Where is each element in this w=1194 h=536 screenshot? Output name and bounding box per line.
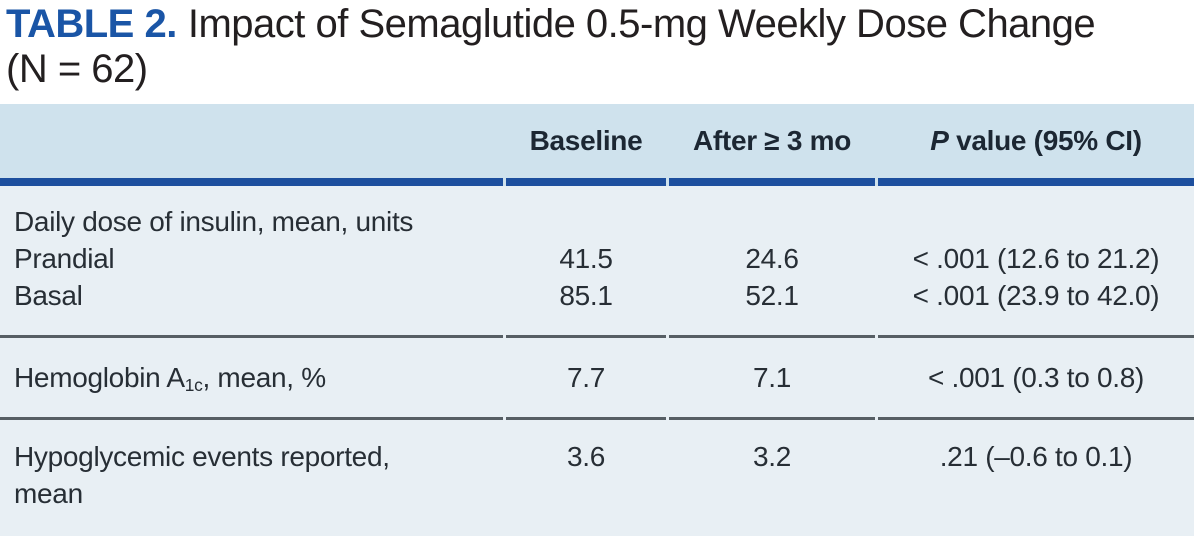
cell-after: 24.6 [745,242,799,274]
pvalue-italic-p: P [930,125,949,156]
header-cell-pvalue: P value (95% CI) [878,125,1194,157]
pvalue-rest: value (95% CI) [948,125,1142,156]
table-header-row: Baseline After ≥ 3 mo P value (95% CI) [0,104,1194,178]
cell-after: 7.1 [752,361,792,393]
divider-segment [878,417,1194,420]
cell-baseline: 41.5 [559,242,613,274]
row-label: Daily dose of insulin, mean, units [14,205,414,237]
table-row: Basal 85.1 52.1 < .001 (23.9 to 42.0) [0,277,1194,314]
section-hemoglobin: Hemoglobin A1c, mean, % 7.7 7.1 < .001 (… [0,338,1194,417]
section-divider [0,335,1194,338]
table-row: Prandial 41.5 24.6 < .001 (12.6 to 21.2) [0,240,1194,277]
cell-pvalue: < .001 (0.3 to 0.8) [927,361,1145,393]
row-label: Hemoglobin A1c, mean, % [0,362,503,394]
header-cell-baseline: Baseline [529,125,643,156]
table-row: Daily dose of insulin, mean, units [0,203,1194,240]
row-label: Prandial [14,242,115,274]
hemoglobin-label-pre: Hemoglobin A [14,361,185,393]
cell-pvalue: < .001 (12.6 to 21.2) [912,242,1160,274]
divider-segment [0,417,503,420]
section-hypoglycemic: Hypoglycemic events reported, mean 3.6 3… [0,420,1194,536]
divider-segment [506,335,666,338]
divider-segment [0,335,503,338]
table-row: Hypoglycemic events reported, mean 3.6 3… [0,438,1194,512]
cell-baseline: 3.6 [566,441,606,472]
header-rule-segment [878,178,1194,186]
table-title-text: Impact of Semaglutide 0.5-mg Weekly Dose… [6,2,1096,91]
hemoglobin-subscript: 1c [184,374,203,394]
divider-segment [669,335,875,338]
row-label: Hypoglycemic events reported, mean [14,441,390,509]
header-cell-after: After ≥ 3 mo [692,125,851,156]
cell-after: 3.2 [752,441,792,472]
table-title: TABLE 2. Impact of Semaglutide 0.5-mg Wee… [6,2,1116,92]
cell-after: 52.1 [745,279,799,311]
cell-baseline: 85.1 [559,279,613,311]
row-label: Basal [14,279,83,311]
table-row: Hemoglobin A1c, mean, % 7.7 7.1 < .001 (… [0,338,1194,417]
header-rule-segment [0,178,503,186]
cell-pvalue: < .001 (23.9 to 42.0) [912,279,1160,311]
section-divider [0,417,1194,420]
divider-segment [669,417,875,420]
hemoglobin-label-post: , mean, % [202,361,326,393]
table-title-label: TABLE 2. [6,2,177,46]
divider-segment [506,417,666,420]
section-insulin-dose: Daily dose of insulin, mean, units Prand… [0,186,1194,335]
cell-baseline: 7.7 [566,361,606,393]
header-rule [0,178,1194,186]
divider-segment [878,335,1194,338]
header-rule-segment [506,178,666,186]
data-table: Baseline After ≥ 3 mo P value (95% CI) D… [0,104,1194,536]
header-rule-segment [669,178,875,186]
cell-pvalue: .21 (–0.6 to 0.1) [939,441,1133,472]
